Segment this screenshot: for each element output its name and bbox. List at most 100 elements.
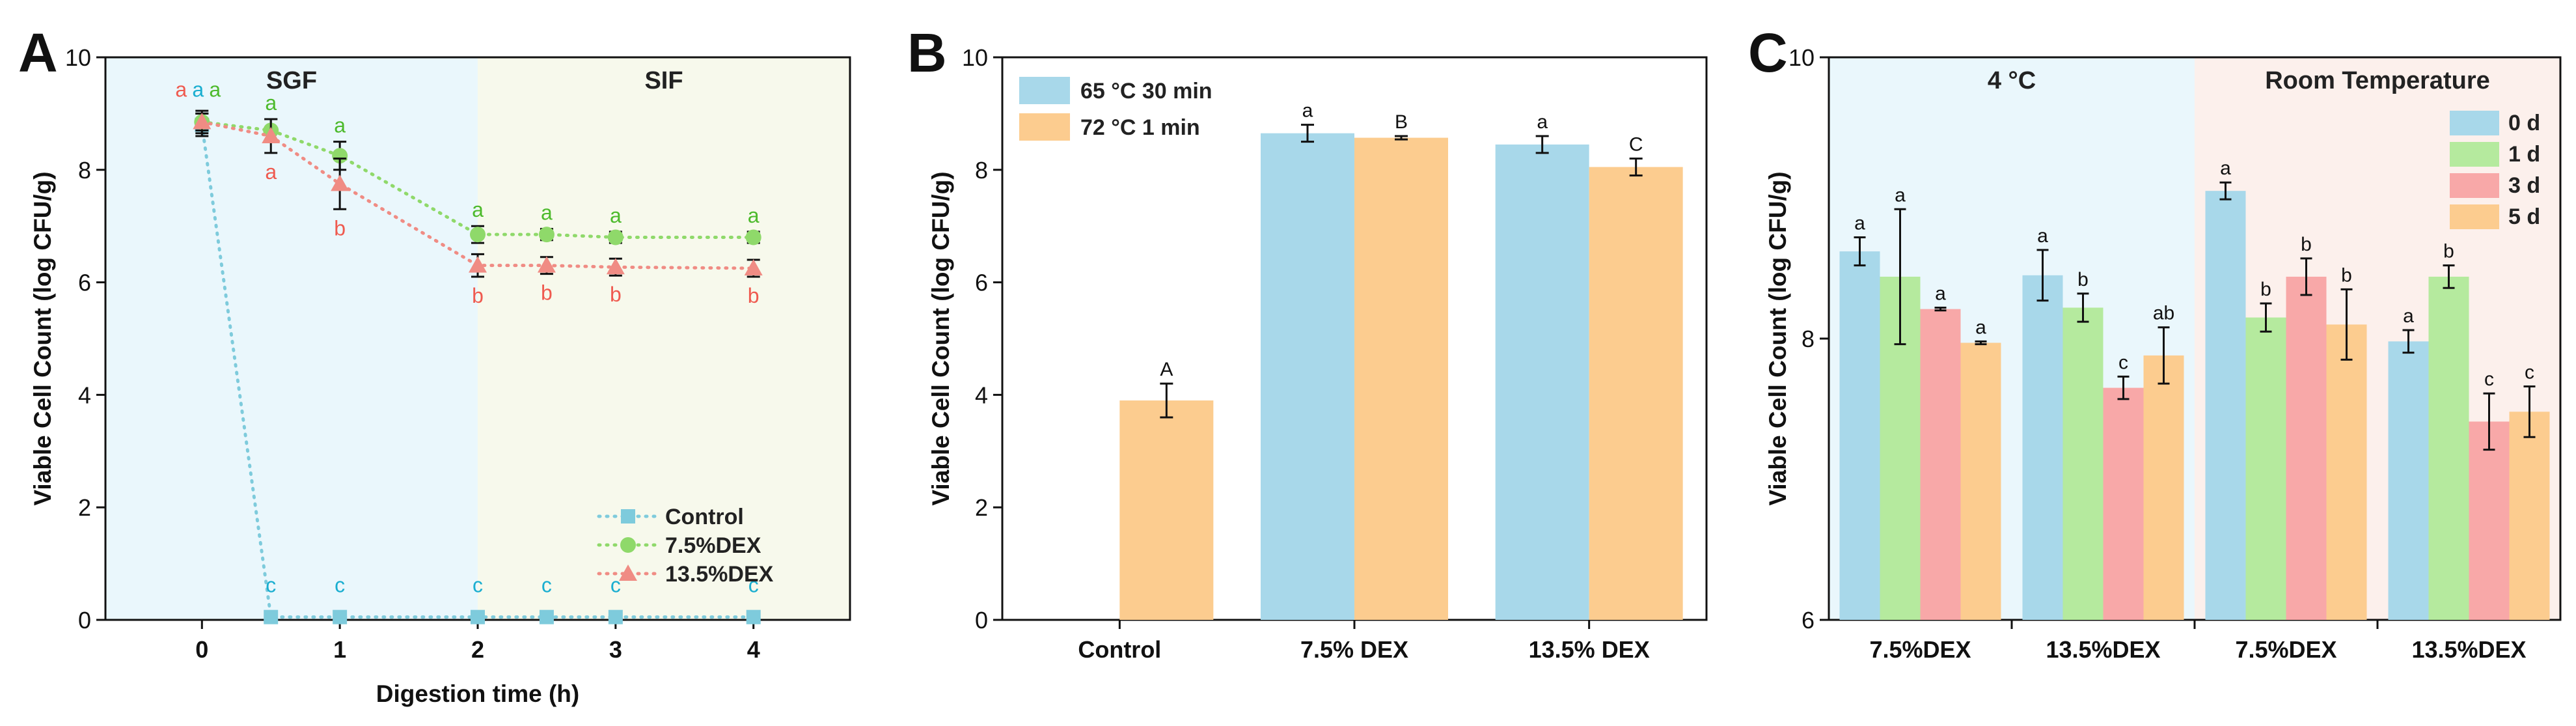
region-band <box>478 57 850 620</box>
x-tick-label: Control <box>1078 636 1161 663</box>
significance-label: A <box>1160 359 1173 380</box>
significance-label: b <box>610 283 622 306</box>
bar <box>2388 341 2429 620</box>
bar <box>2469 421 2510 620</box>
error-bar <box>1535 135 1549 154</box>
significance-label: a <box>2403 305 2414 327</box>
legend-marker <box>619 565 637 581</box>
significance-label: a <box>334 114 346 137</box>
data-point <box>746 609 761 624</box>
bar <box>1354 137 1448 620</box>
significance-label: c <box>610 574 621 597</box>
data-point <box>745 229 761 245</box>
legend-label: 13.5%DEX <box>665 562 774 587</box>
error-bar <box>1934 306 1947 312</box>
error-bar <box>1894 208 1906 346</box>
significance-label: a <box>1895 184 1906 206</box>
data-point <box>539 609 554 624</box>
error-bar <box>1395 135 1408 141</box>
y-tick-label: 6 <box>975 270 988 296</box>
significance-label: b <box>334 216 346 240</box>
legend-label: 5 d <box>2508 204 2540 229</box>
bar <box>1920 309 1961 620</box>
significance-label: B <box>1395 111 1408 133</box>
x-tick-label: 13.5%DEX <box>2046 636 2160 663</box>
data-point <box>332 148 348 164</box>
significance-label: c <box>266 574 276 597</box>
bar <box>1589 167 1683 621</box>
error-bar <box>2117 375 2130 400</box>
data-point <box>537 256 556 273</box>
significance-label: b <box>748 284 760 307</box>
error-bar <box>1975 340 1987 346</box>
y-tick-label: 8 <box>975 157 988 184</box>
legend-swatch <box>2450 142 2499 167</box>
y-axis-title: Viable Cell Count (log CFU/g) <box>927 171 954 505</box>
significance-label: a <box>1302 100 1313 122</box>
legend-swatch <box>1019 77 1070 104</box>
error-bar <box>1160 382 1173 419</box>
x-tick-label: 1 <box>333 636 346 663</box>
legend-label: 3 d <box>2508 173 2540 198</box>
bar <box>2428 276 2469 621</box>
bar <box>2205 191 2246 620</box>
data-point <box>470 227 486 243</box>
legend-label: 72 °C 1 min <box>1080 115 1200 140</box>
region-label: Room Temperature <box>2265 67 2490 94</box>
bar <box>2286 276 2327 621</box>
region-label: SGF <box>266 67 317 94</box>
y-tick-label: 8 <box>78 157 91 184</box>
legend-marker <box>620 537 636 553</box>
region-band <box>105 57 478 620</box>
significance-label: a <box>1975 316 1986 338</box>
significance-label: a <box>1854 212 1865 234</box>
line-chart-a: SGF SIF A 0 2 4 6 8 10 0 1 2 3 4 Digestion time (h) Via… <box>18 22 851 707</box>
bar <box>1839 251 1880 621</box>
data-point <box>333 609 348 624</box>
significance-label: a <box>209 77 221 101</box>
significance-label: c <box>473 574 483 597</box>
error-bar <box>1629 158 1643 176</box>
significance-label: b <box>2260 279 2271 300</box>
error-bar <box>2483 392 2495 451</box>
legend-swatch <box>2450 111 2499 135</box>
y-tick-label: 10 <box>962 44 988 71</box>
bar <box>1119 400 1214 620</box>
bar-chart-c: 4 °C Room Temperature C 6 8 10 Viable Cell Cou… <box>1748 22 2562 663</box>
y-tick-label: 4 <box>78 382 91 408</box>
data-point <box>607 229 623 245</box>
bar <box>2143 355 2184 620</box>
x-tick-label: 4 <box>747 636 760 663</box>
bar <box>2062 307 2103 620</box>
y-tick-label: 2 <box>975 494 988 521</box>
data-point <box>262 126 281 143</box>
bar <box>2245 317 2286 620</box>
legend-label: 0 d <box>2508 111 2540 135</box>
error-bar <box>1301 124 1314 143</box>
significance-label: a <box>472 198 484 221</box>
y-tick-label: 6 <box>1802 607 1815 634</box>
bar <box>2326 324 2367 620</box>
significance-label: a <box>2220 158 2231 179</box>
significance-label: a <box>748 204 760 227</box>
significance-label: a <box>2037 225 2048 247</box>
error-bar <box>2260 302 2272 333</box>
x-tick-label: 7.5%DEX <box>2235 636 2336 663</box>
significance-label: b <box>2077 269 2089 290</box>
legend-swatch <box>2450 204 2499 229</box>
y-tick-label: 0 <box>975 607 988 634</box>
significance-label: c <box>335 574 345 597</box>
significance-label: a <box>1935 283 1946 304</box>
legend-swatch <box>1019 113 1070 141</box>
error-bar <box>2523 385 2536 438</box>
significance-label: b <box>541 281 553 305</box>
bar-chart-b: B 0 2 4 6 8 10 Viable Cell Count (log CFU/g) Con… <box>907 22 1708 663</box>
data-point <box>469 256 487 273</box>
error-bar <box>2036 249 2049 302</box>
legend-swatch <box>2450 173 2499 198</box>
panel-a: SGF SIF A 0 2 4 6 8 10 0 1 2 3 4 Digestion time (h) Via… <box>0 0 866 723</box>
x-tick-label: 0 <box>195 636 208 663</box>
x-tick-label: 7.5% DEX <box>1300 636 1408 663</box>
significance-label: a <box>192 77 204 101</box>
error-bar <box>1854 236 1866 267</box>
